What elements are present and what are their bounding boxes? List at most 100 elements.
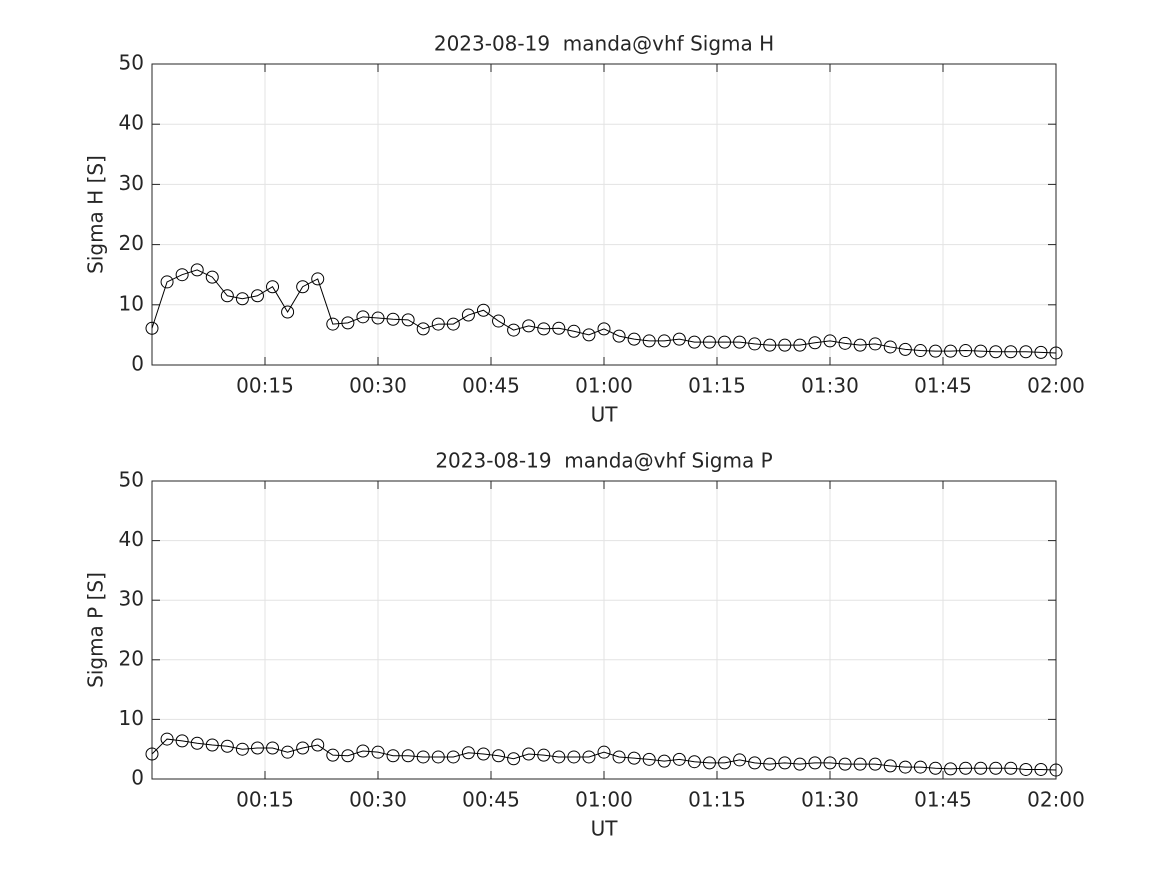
data-point <box>175 268 189 282</box>
data-point <box>522 319 536 333</box>
y-tick-label: 40 <box>119 527 144 551</box>
data-point <box>597 322 611 336</box>
data-point <box>944 762 958 776</box>
data-point <box>461 746 475 760</box>
data-point <box>838 336 852 350</box>
data-point <box>401 313 415 327</box>
data-point <box>913 760 927 774</box>
subplot: 0 10 20 30 40 50 00:15 00:30 00:45 01:00 01:15 01:3… <box>84 449 1085 841</box>
x-tick-label: 01:15 <box>688 374 746 398</box>
data-line <box>151 738 1057 771</box>
y-tick-label: 10 <box>119 291 144 315</box>
data-point <box>296 741 310 755</box>
data-point <box>778 756 792 770</box>
data-point <box>356 310 370 324</box>
data-point <box>627 751 641 765</box>
data-point <box>281 745 295 759</box>
axes-box <box>151 63 1057 366</box>
data-point <box>160 275 174 289</box>
data-point <box>974 344 988 358</box>
data-point <box>522 747 536 761</box>
data-point <box>838 757 852 771</box>
data-point <box>748 337 762 351</box>
data-point <box>868 757 882 771</box>
data-point <box>220 289 234 303</box>
data-point <box>1034 345 1048 359</box>
data-point <box>552 321 566 335</box>
data-point <box>416 322 430 336</box>
data-point <box>371 311 385 325</box>
data-point <box>281 305 295 319</box>
data-point <box>974 761 988 775</box>
data-point <box>371 745 385 759</box>
data-point <box>356 744 370 758</box>
data-line <box>151 269 1057 354</box>
x-tick-label: 00:45 <box>462 374 520 398</box>
data-point <box>763 757 777 771</box>
data-point <box>220 739 234 753</box>
data-point <box>627 332 641 346</box>
data-point <box>808 336 822 350</box>
data-point <box>702 756 716 770</box>
data-point <box>672 332 686 346</box>
data-point <box>868 337 882 351</box>
data-point <box>311 738 325 752</box>
x-tick-label: 01:00 <box>575 374 633 398</box>
data-point <box>326 748 340 762</box>
data-point <box>235 742 249 756</box>
data-point <box>175 734 189 748</box>
data-point <box>1004 345 1018 359</box>
y-axis-label: Sigma P [S] <box>84 572 108 688</box>
y-tick-label: 0 <box>131 766 144 790</box>
data-point <box>733 335 747 349</box>
data-point <box>507 323 521 337</box>
data-point <box>461 308 475 322</box>
x-tick-label: 01:45 <box>914 374 972 398</box>
x-tick-label: 00:30 <box>349 374 407 398</box>
data-point <box>928 761 942 775</box>
data-point <box>808 756 822 770</box>
data-point <box>778 338 792 352</box>
data-point <box>1019 345 1033 359</box>
data-point <box>1019 762 1033 776</box>
data-point <box>160 732 174 746</box>
x-tick-label: 01:15 <box>688 788 746 812</box>
data-point <box>190 263 204 277</box>
data-point <box>266 741 280 755</box>
data-point <box>853 338 867 352</box>
data-point <box>431 750 445 764</box>
data-point <box>250 289 264 303</box>
data-point <box>748 756 762 770</box>
x-tick-label: 00:30 <box>349 788 407 812</box>
data-point <box>446 317 460 331</box>
data-point <box>718 756 732 770</box>
data-point <box>823 756 837 770</box>
x-tick-label: 01:30 <box>801 788 859 812</box>
subplot: 0 10 20 30 40 50 00:15 00:30 00:45 01:00 01:15 01:3… <box>84 32 1085 427</box>
x-axis-label: UT <box>591 817 619 841</box>
data-point <box>612 329 626 343</box>
data-point <box>492 749 506 763</box>
y-tick-label: 20 <box>119 231 144 255</box>
data-point <box>733 753 747 767</box>
data-point <box>763 338 777 352</box>
data-point <box>567 750 581 764</box>
data-point <box>944 344 958 358</box>
data-point <box>567 324 581 338</box>
data-point <box>476 303 490 317</box>
data-point <box>476 747 490 761</box>
data-point <box>898 760 912 774</box>
data-point <box>597 745 611 759</box>
data-point <box>672 752 686 766</box>
data-point <box>205 270 219 284</box>
y-tick-label: 40 <box>119 111 144 135</box>
data-point <box>386 312 400 326</box>
data-point <box>446 750 460 764</box>
x-tick-label: 00:15 <box>236 374 294 398</box>
data-point <box>537 748 551 762</box>
data-point <box>537 322 551 336</box>
data-point <box>492 314 506 328</box>
data-point <box>989 761 1003 775</box>
data-point <box>507 752 521 766</box>
